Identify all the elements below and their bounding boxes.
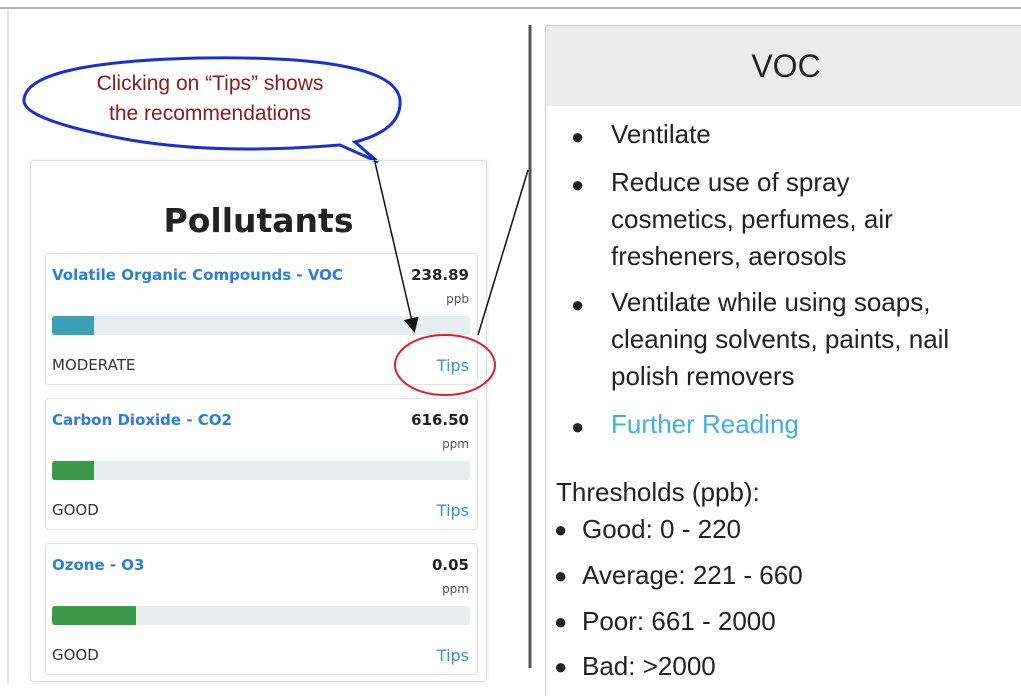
threshold: Average: 221 - 660 xyxy=(582,560,803,590)
pollutant-item: Ozone - O3 0.05 ppm GOOD Tips xyxy=(45,543,478,675)
pollutant-name: Carbon Dioxide - CO2 xyxy=(52,411,232,429)
tip-line: Ventilate while using soaps, xyxy=(611,287,931,317)
bullet: ● xyxy=(554,654,568,679)
tips-panel: VOC ● Ventilate ● Reduce use of spray cosmet… xyxy=(545,25,1021,696)
pollutant-value: 0.05 xyxy=(431,556,469,574)
tip-line: cleaning solvents, paints, nail xyxy=(611,324,950,354)
callout-line: Clicking on “Tips” shows xyxy=(96,72,324,95)
pollutant-item: Carbon Dioxide - CO2 616.50 ppm GOOD Tips xyxy=(45,398,478,530)
threshold: Poor: 661 - 2000 xyxy=(582,606,776,636)
progress-track xyxy=(52,606,470,625)
bullet: ● xyxy=(554,563,568,588)
pollutant-item: Volatile Organic Compounds - VOC 238.89 pp… xyxy=(45,253,478,385)
pollutant-name: Ozone - O3 xyxy=(52,556,145,574)
bullet: ● xyxy=(554,609,568,634)
panel-title: VOC xyxy=(546,26,1021,106)
progress-fill xyxy=(52,606,136,625)
tip-line: polish removers xyxy=(611,361,795,391)
tips-link[interactable]: Tips xyxy=(436,646,469,665)
progress-track xyxy=(52,316,470,335)
callout-line: the recommendations xyxy=(109,102,311,125)
tip-line: Reduce use of spray xyxy=(611,167,850,197)
callout-bubble xyxy=(22,56,402,164)
progress-fill xyxy=(52,461,94,480)
pollutant-unit: ppb xyxy=(446,292,469,306)
bullet: ● xyxy=(554,517,568,542)
threshold: Bad: >2000 xyxy=(582,651,716,681)
pollutant-value: 616.50 xyxy=(411,411,469,429)
bullet: ● xyxy=(571,124,585,149)
pollutant-status: MODERATE xyxy=(52,356,136,374)
pollutant-name: Volatile Organic Compounds - VOC xyxy=(52,266,343,284)
tip-line: Ventilate xyxy=(611,119,711,149)
pollutant-unit: ppm xyxy=(442,582,469,596)
pollutant-status: GOOD xyxy=(52,646,99,664)
pollutant-value: 238.89 xyxy=(411,266,469,284)
card-title: Pollutants xyxy=(163,201,354,240)
further-reading[interactable]: Further Reading xyxy=(611,409,799,439)
tips-link[interactable]: Tips xyxy=(436,356,469,375)
tip-line: cosmetics, perfumes, air xyxy=(611,204,893,234)
bullet: ● xyxy=(571,414,585,439)
progress-fill xyxy=(52,316,94,335)
progress-track xyxy=(52,461,470,480)
bullet: ● xyxy=(571,172,585,197)
tip-line: fresheners, aerosols xyxy=(611,241,847,271)
tips-link[interactable]: Tips xyxy=(436,501,469,520)
threshold: Good: 0 - 220 xyxy=(582,514,741,544)
pollutant-status: GOOD xyxy=(52,501,99,519)
pollutant-unit: ppm xyxy=(442,437,469,451)
bullet: ● xyxy=(571,292,585,317)
pollutants-card: Pollutants Volatile Organic Compounds - … xyxy=(30,160,487,682)
thresholds-title: Thresholds (ppb): xyxy=(556,477,760,507)
